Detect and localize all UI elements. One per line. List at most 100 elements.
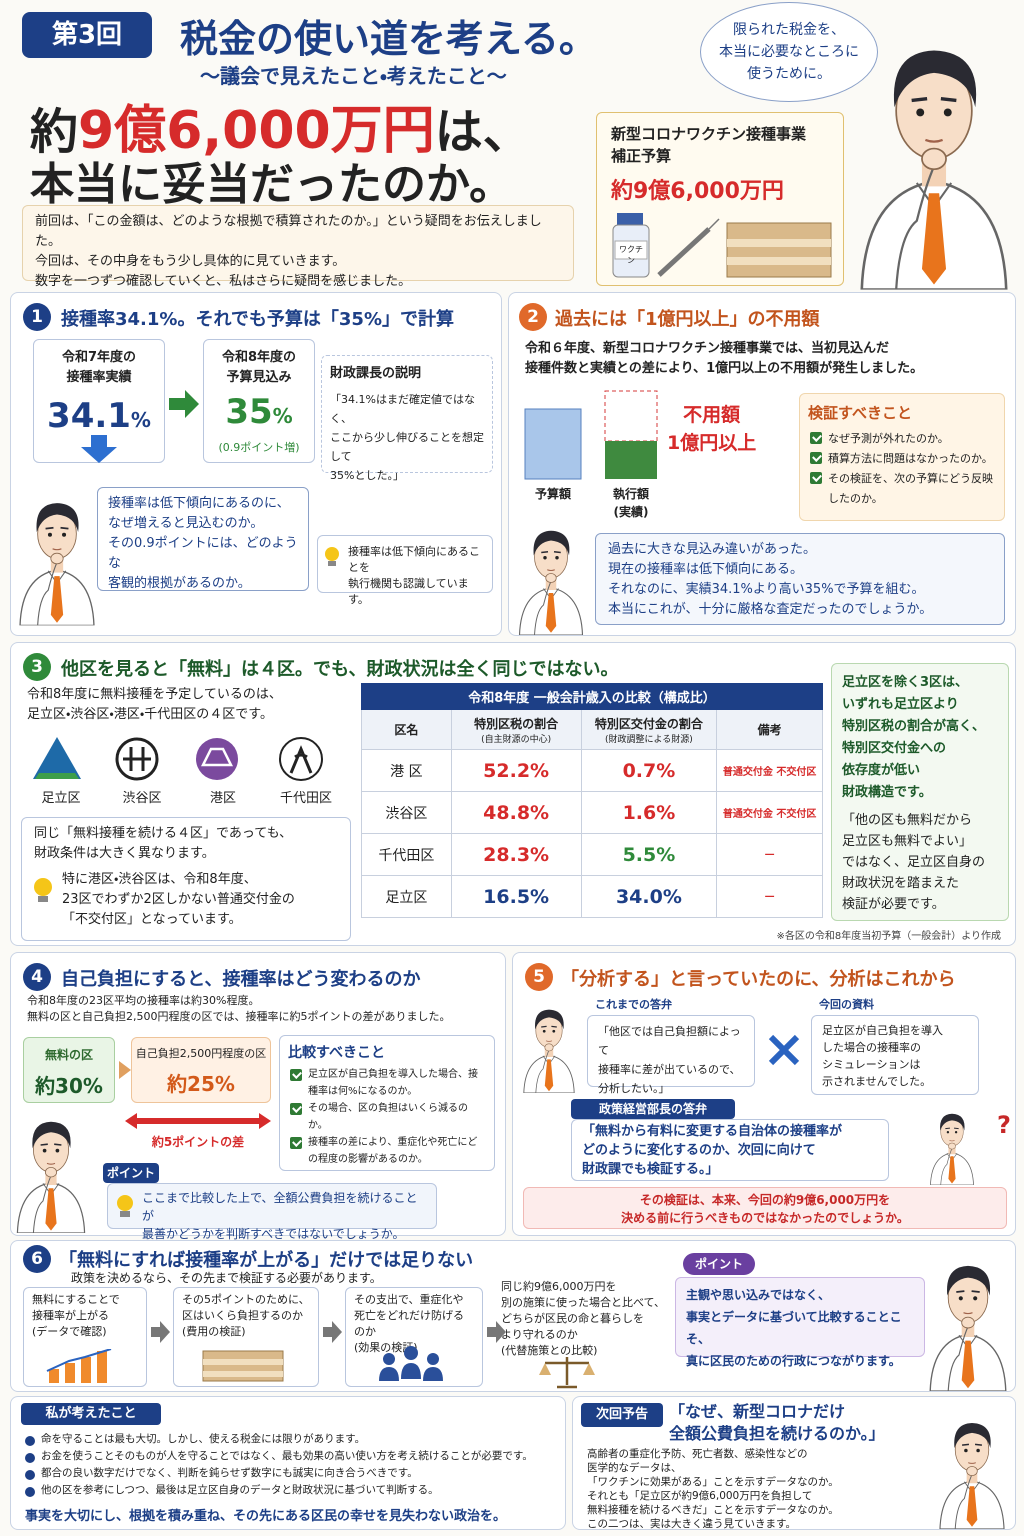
header-sub: (財政調整による財源)	[605, 734, 693, 745]
past-box: 「他区では自己負担額によって 接種率に差が出ているので、 分析したい。」	[587, 1015, 755, 1095]
text-line: 財政課でも検証する。」	[582, 1162, 719, 1177]
budget-card: 新型コロナワクチン接種事業 補正予算 約9億6,000万円 ワクチン	[596, 112, 844, 286]
ward-name: 渋谷区	[122, 791, 162, 806]
table-cell: 48.8%	[450, 791, 582, 834]
table-row: 足立区 16.5% 34.0% —	[361, 875, 823, 918]
question-bubble: 接種率は低下傾向にあるのに、 なぜ増えると見込むのか。その0.9ポイントには、どの…	[97, 487, 309, 591]
step: 無料にすることで 接種率が上がる (データで確認)	[23, 1287, 147, 1387]
text-line: 無料接種を続けるべきだ」ことを示すデータなのか。	[587, 1504, 839, 1516]
table-cell: 普通交付金 不交付区	[716, 749, 823, 792]
text-line: 同じ「無料接種を続ける４区」であっても、	[34, 826, 293, 841]
section-title: 過去には「1億円以上」の不用額	[555, 309, 820, 330]
text-line: その検証を、次の予算にどう反映したのか。	[808, 469, 996, 509]
text-line: 本当にこれが、十分に厳格な査定だったのでしょうか。	[608, 602, 933, 617]
section-number: 2	[519, 303, 547, 331]
paid-label: 自己負担2,500円程度の区	[135, 1047, 267, 1060]
ward-names: 足立区 渋谷区 港区 千代田区	[21, 789, 361, 809]
text-line: なぜ増えると見込むのか。	[108, 516, 264, 531]
text-line: それとも「足立区が約9億6,000万円を負担して	[587, 1490, 813, 1502]
text-line: シミュレーションは	[822, 1058, 921, 1071]
text-line: 財政構造です。	[842, 785, 932, 800]
section-text: 令和8年度の23区平均の接種率は約30%程度。 無料の区と自己負担2,500円程度…	[27, 993, 451, 1025]
paid-value: 約25%	[167, 1072, 235, 1096]
text-line: 積算方法に問題はなかったのか。	[808, 449, 996, 469]
text-line: 35%とした。」	[330, 469, 404, 482]
text-line: 令和7年度の	[61, 350, 137, 365]
compare-list: 足立区が自己負担を導入した場合、接種率は何%になるのか。 その場合、区の負担はいく…	[288, 1066, 486, 1168]
free-box: 無料の区 約30%	[23, 1037, 115, 1103]
vaccine-illustration	[612, 213, 832, 278]
next-label: 次回予告	[581, 1403, 663, 1427]
text-line: 特別区交付金への	[842, 741, 947, 756]
table-cell: 1.6%	[580, 791, 718, 834]
director-box: 「無料から有料に変更する自治体の接種率が どのように変化するのか、次回に向けて 財政…	[571, 1119, 889, 1181]
plan-note: (0.9ポイント増)	[218, 441, 300, 454]
table-cell: 28.3%	[450, 833, 582, 876]
current-label: 今回の資料	[819, 998, 874, 1011]
text-line: 「なぜ、新型コロナだけ	[669, 1402, 846, 1421]
table-cell: 港 区	[361, 749, 452, 792]
table-cell: —	[716, 833, 823, 876]
thoughts-closing: 事実を大切にし、根拠を積み重ね、その先にある区民の幸せを見失わない政治を。	[25, 1509, 507, 1524]
step-arrow	[487, 1321, 506, 1343]
text-line: 全額公費負担を続けるのか。」	[669, 1424, 885, 1443]
step: 同じ約9億6,000万円を 別の施策に使った場合と比べて、 どちらが区民の命と暮らし…	[501, 1279, 671, 1359]
column-header: 備考	[716, 709, 823, 750]
person-illustration	[923, 1247, 1013, 1391]
vial-label: ワクチン	[619, 245, 643, 265]
comment-bubble: 過去に大きな見込み違いがあった。 現在の接種率は低下傾向にある。 それなのに、実績3…	[595, 533, 1005, 625]
next-issue: 次回予告 「なぜ、新型コロナだけ全額公費負担を続けるのか。」 高齢者の重症化予防…	[572, 1396, 1016, 1530]
headline-pre: 約	[30, 104, 79, 160]
text-line: 令和６年度、新型コロナワクチン接種事業では、当初見込んだ	[525, 341, 890, 356]
thinking-person: ?	[917, 1111, 1011, 1185]
actual-label: 令和7年度の 接種率実績	[34, 348, 164, 388]
section-number: 5	[525, 963, 553, 991]
text-line: 他の区を参考にしつつ、最後は足立区自身のデータと財政状況に基づいて判断する。	[23, 1482, 533, 1499]
text-line: した場合の接種率の	[822, 1041, 921, 1054]
scale-icon	[539, 1357, 595, 1389]
plan-card: 令和8年度の 予算見込み 35% (0.9ポイント増)	[203, 339, 315, 463]
ward-emblems	[33, 737, 323, 781]
text-line: 足立区を除く3区は、	[842, 675, 969, 690]
text-line: 接種率実績	[66, 370, 132, 385]
column-header: 特別区交付金の割合 (財政調整による財源)	[580, 709, 718, 750]
point-label: ポイント	[103, 1163, 159, 1183]
section-title: 他区を見ると「無料」は４区。でも、財政状況は全く同じではない。	[61, 659, 619, 680]
text-line: (効果の検証)	[354, 1341, 418, 1354]
next-text: 高齢者の重症化予防、死亡者数、感染性などの 医学的なデータは、 「ワクチンに効果があ…	[587, 1447, 839, 1531]
point-label: ポイント	[683, 1253, 755, 1275]
text-line: 財政条件は大きく異なります。	[34, 846, 215, 861]
step: その5ポイントのために、 区はいくら負担するのか (費用の検証)	[173, 1287, 319, 1387]
main-title: 税金の使い道を考える。	[180, 17, 597, 61]
text-line: 過去に大きな見込み違いがあった。	[608, 542, 817, 557]
headline: 約9億6,000万円は、	[30, 88, 531, 163]
text-line: 接種率は低下傾向にあるのに、	[108, 496, 290, 511]
text-line: 令和8年度の	[221, 350, 297, 365]
text-line: なぜ予測が外れたのか。	[808, 429, 996, 449]
step-text: その5ポイントのために、 区はいくら負担するのか (費用の検証)	[182, 1292, 310, 1340]
step-text: その支出で、重症化や 死亡をどれだけ防げるのか (効果の検証)	[354, 1292, 474, 1356]
text-line: 同じ約9億6,000万円を	[501, 1280, 617, 1293]
header-text: 区名	[394, 723, 419, 737]
thoughts-list: 命を守ることは最も大切。しかし、使える税金には限りがあります。 お金を使うことその…	[23, 1431, 533, 1499]
section-text: 令和8年度に無料接種を予定しているのは、 足立区・渋谷区・港区・千代田区の４区です…	[27, 685, 282, 725]
headline-post: は、	[434, 104, 531, 160]
text-line: 今回は、その中身をもう少し具体的に見ていきます。	[35, 254, 346, 269]
plan-value: 35%	[204, 392, 314, 432]
down-arrow	[81, 435, 117, 463]
past-label: これまでの答弁	[595, 998, 672, 1011]
column-header: 区名	[361, 709, 452, 750]
text-line: 足立区・渋谷区・港区・千代田区の４区です。	[27, 707, 273, 722]
text-line: 足立区が自己負担を導入	[822, 1024, 943, 1037]
text-line: 前回は、「この金額は、どのような根拠で積算されたのか。」という疑問をお伝えしまし…	[35, 214, 542, 249]
table-header-row: 区名 特別区税の割合 (自主財源の中心) 特別区交付金の割合 (財政調整による財源) 備考	[361, 709, 823, 750]
current-box: 足立区が自己負担を導入 した場合の接種率の シミュレーションは 示されませんでした。	[811, 1015, 979, 1095]
section-title: 自己負担にすると、接種率はどう変わるのか	[61, 969, 421, 990]
text-line: その0.9ポイントには、どのような	[108, 536, 298, 571]
table-cell: 52.2%	[450, 749, 582, 792]
text-line: どのように変化するのか、次回に向けて	[582, 1143, 816, 1158]
text-line: 不用額	[683, 404, 741, 426]
section-number: 4	[23, 963, 51, 991]
text-line: 真に区民のための行政につながります。	[686, 1354, 901, 1368]
